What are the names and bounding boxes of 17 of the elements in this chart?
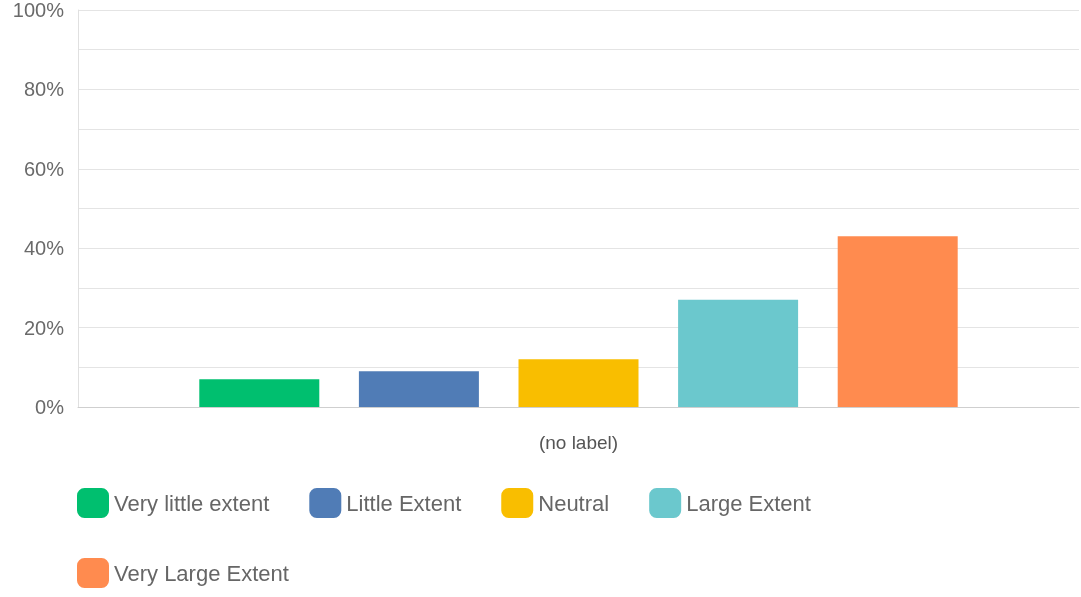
y-tick-label: 40% [23,237,65,260]
legend-label: Large Extent [686,490,811,516]
y-tick-label: 0% [35,396,65,418]
bar [678,299,799,407]
bar [837,236,958,407]
y-tick-label: 20% [23,316,65,339]
bar [358,371,479,407]
legend-label: Little Extent [346,490,462,516]
bar [199,379,320,407]
legend-label: Neutral [538,490,610,516]
legend-label: Very little extent [114,490,270,516]
y-tick-label: 80% [23,78,65,101]
y-tick-label: 100% [12,0,65,21]
y-tick-label: 60% [23,157,65,180]
bar [518,359,639,407]
x-tick-label: (no label) [538,432,619,453]
legend-label: Very Large Extent [114,560,289,586]
